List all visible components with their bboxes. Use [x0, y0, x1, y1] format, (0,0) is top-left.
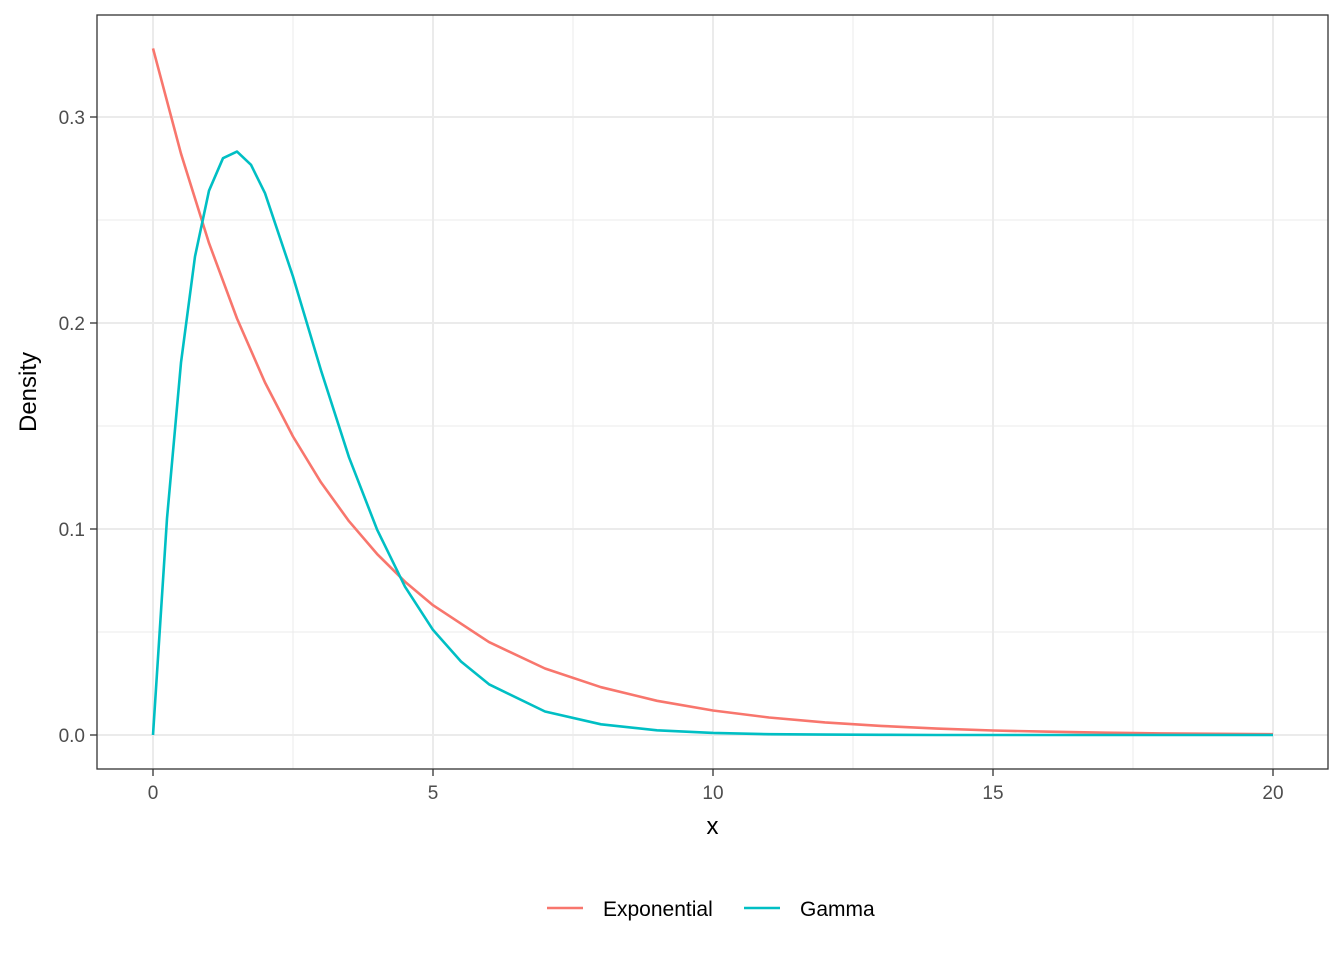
- major-gridlines: [97, 15, 1328, 769]
- x-tick-label: 15: [982, 783, 1003, 804]
- y-axis-title: Density: [15, 352, 42, 432]
- x-tick-label: 5: [428, 783, 439, 804]
- y-tick-label: 0.0: [59, 726, 85, 747]
- y-tick-label: 0.2: [59, 314, 85, 335]
- y-axis: 0.0 0.1 0.2 0.3: [59, 108, 97, 747]
- legend-label-exponential: Exponential: [603, 898, 713, 921]
- x-axis: 0 5 10 15 20: [148, 769, 1284, 804]
- y-tick-label: 0.3: [59, 108, 85, 129]
- x-tick-label: 0: [148, 783, 159, 804]
- series-line-exponential: [151, 48, 1274, 736]
- series-line-gamma: [151, 150, 1273, 737]
- x-tick-label: 20: [1262, 783, 1283, 804]
- legend-label-gamma: Gamma: [800, 898, 875, 921]
- x-tick-label: 10: [702, 783, 723, 804]
- y-tick-label: 0.1: [59, 520, 85, 541]
- legend: Exponential Gamma: [547, 898, 875, 921]
- series-lines: [151, 48, 1274, 737]
- x-axis-title: x: [707, 813, 719, 840]
